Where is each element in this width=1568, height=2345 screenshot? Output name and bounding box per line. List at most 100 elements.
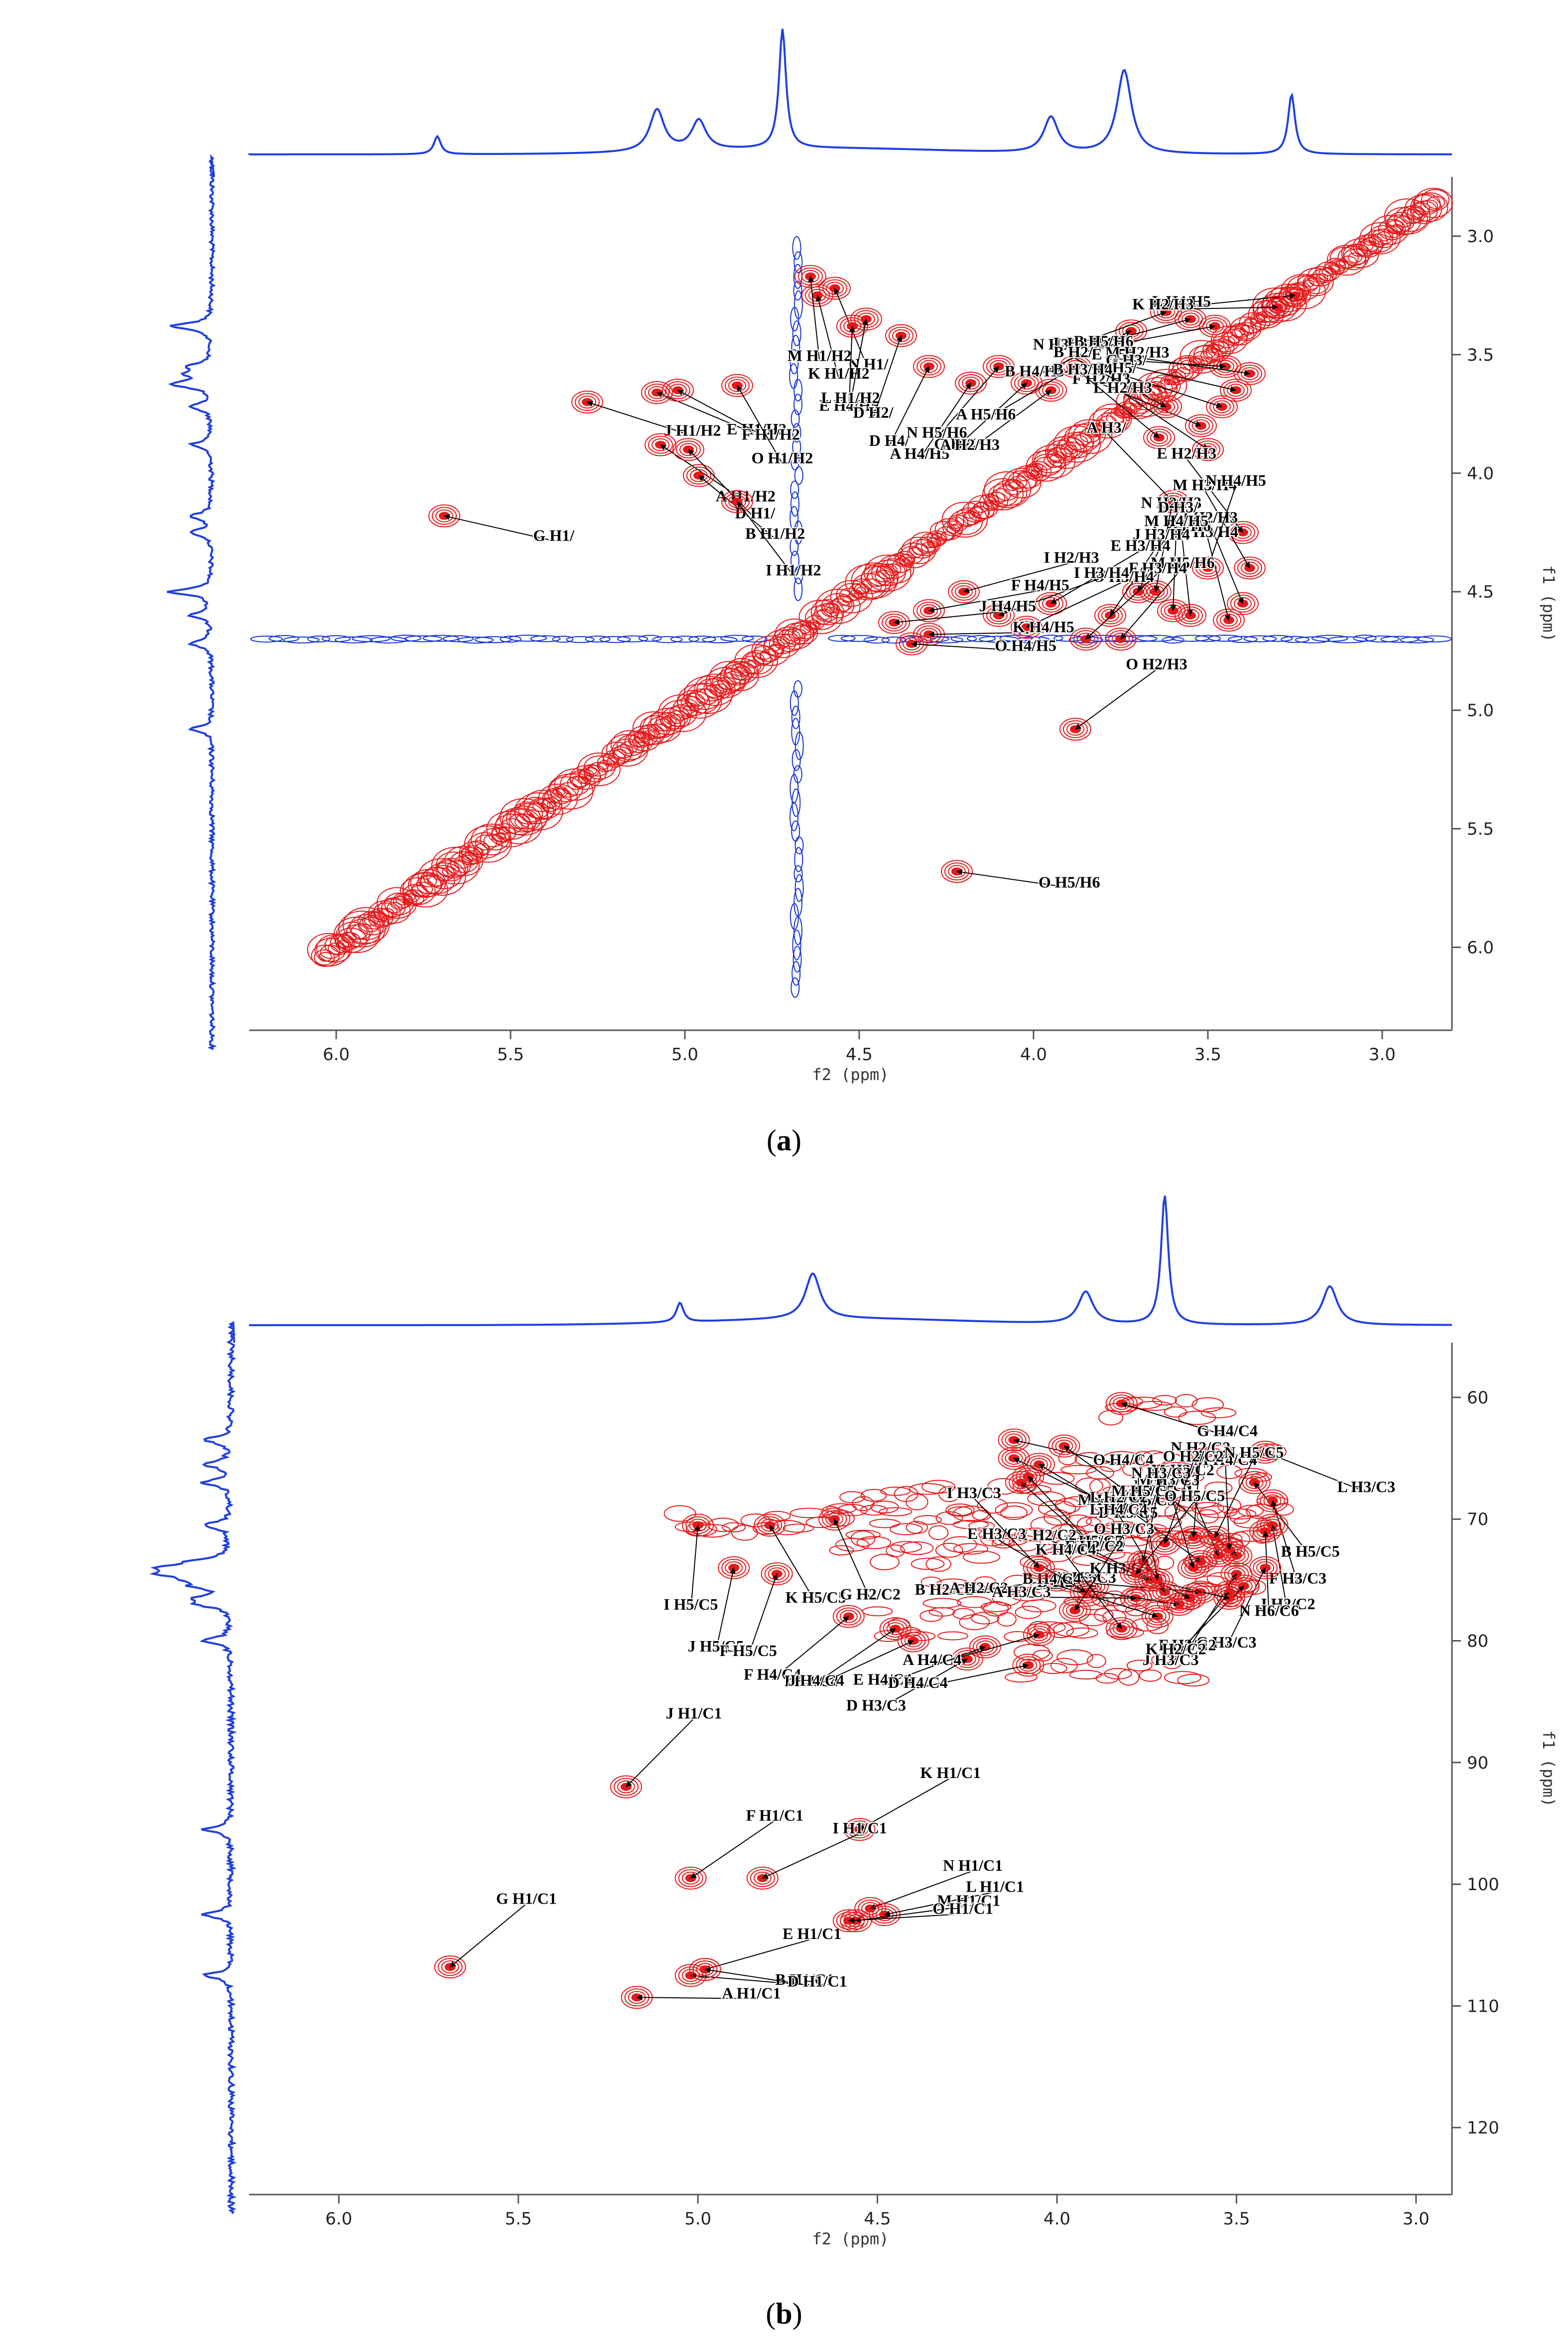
peak-arrow <box>1170 1591 1230 1665</box>
diagonal-contour <box>502 809 537 835</box>
diagonal-contour <box>1261 292 1295 318</box>
top-projection <box>248 28 1452 155</box>
band-contour <box>1118 1669 1140 1686</box>
diagonal-contour <box>798 599 843 634</box>
band-contour <box>1196 1509 1219 1524</box>
diagonal-contour <box>1385 220 1404 235</box>
diagonal-contour <box>1002 468 1042 499</box>
peak-label: N H2/C2 <box>1171 1438 1230 1456</box>
negative-contour <box>794 847 803 872</box>
cross-peak <box>1016 1467 1041 1486</box>
negative-contour <box>881 636 907 644</box>
diagonal-contour <box>1044 453 1064 468</box>
diagonal-contour <box>486 811 533 847</box>
diagonal-contour <box>1363 237 1376 246</box>
diagonal-contour <box>523 790 563 820</box>
cross-peak <box>1192 438 1224 461</box>
diagonal-contour <box>603 750 626 768</box>
cross-peak <box>1063 720 1088 738</box>
diagonal-contour <box>929 521 956 542</box>
band-contour <box>906 1520 928 1534</box>
peak-arrow <box>1118 1502 1201 1562</box>
diagonal-contour <box>848 583 869 599</box>
cross-peak <box>1237 364 1262 383</box>
diagonal-contour <box>1324 258 1346 276</box>
peak-arrow <box>873 335 903 418</box>
cross-peak <box>1184 1530 1202 1544</box>
cross-peak <box>1023 1623 1055 1647</box>
peak-label: B H2/ <box>1053 343 1093 361</box>
y-tick-label: 60 <box>1467 1388 1488 1408</box>
cross-peak <box>913 599 945 622</box>
cross-peak <box>1209 355 1241 378</box>
cross-peak <box>1141 1605 1174 1628</box>
cross-peak <box>1105 627 1137 651</box>
peak-label: A H3/C3 <box>992 1583 1051 1601</box>
cross-peak <box>1005 1433 1023 1447</box>
band-contour <box>968 1520 995 1531</box>
peak-arrow <box>944 1577 1058 1596</box>
cross-peak <box>432 507 457 525</box>
cross-peak <box>1260 1516 1285 1534</box>
peak-label: O H5/H6 <box>1039 873 1100 891</box>
negative-contour <box>617 635 649 643</box>
band-contour <box>938 1486 960 1503</box>
cross-peak <box>1059 717 1091 741</box>
cross-peak <box>850 307 882 331</box>
diagonal-contour <box>314 949 335 966</box>
cross-peak <box>725 376 750 395</box>
peak-label: E H1/H2 <box>727 420 786 438</box>
peak-arrow <box>1028 1476 1094 1547</box>
peak-arrow <box>893 610 1008 625</box>
peak-label: D H4/ <box>869 431 910 449</box>
band-contour <box>978 1529 1007 1541</box>
cross-peak <box>652 438 669 451</box>
cross-peak <box>885 616 903 629</box>
diagonal-contour <box>1032 444 1076 479</box>
band-contour <box>957 1596 992 1608</box>
peak-arrow <box>1270 1524 1288 1610</box>
cross-peak <box>764 1565 789 1583</box>
cross-peak <box>1223 381 1248 400</box>
y-tick-label: 3.0 <box>1467 227 1494 247</box>
negative-contour <box>702 636 738 644</box>
negative-contour <box>1227 636 1258 643</box>
negative-contour <box>793 865 803 883</box>
band-contour <box>943 1536 977 1553</box>
negative-contour <box>790 480 799 499</box>
diagonal-contour <box>1386 214 1411 234</box>
negative-contour <box>442 635 474 643</box>
cross-peak-layer: O H4/C4G H4/C4L H3/C3M H6/C6D H5/C5A H5/… <box>434 1392 1396 2009</box>
band-contour <box>928 1607 956 1617</box>
diagonal-contour <box>381 898 406 918</box>
band-contour <box>925 1556 951 1572</box>
negative-contour <box>794 566 803 584</box>
cross-peak <box>1148 1610 1167 1623</box>
peak-label: M H1/C1 <box>937 1892 1000 1910</box>
band-contour <box>983 1601 1009 1617</box>
peak-label: N H1/C1 <box>943 1856 1003 1874</box>
y-tick-label: 110 <box>1467 1996 1499 2016</box>
peak-label: I H5/C5 <box>663 1595 718 1613</box>
y-tick-label: 3.5 <box>1467 345 1494 365</box>
cross-peak <box>794 265 826 288</box>
peak-arrow <box>998 577 1102 617</box>
peak-arrow <box>1121 1402 1228 1437</box>
cross-peak <box>1109 1620 1134 1638</box>
band-contour <box>947 1506 972 1517</box>
peak-label: N H4/H5 <box>1205 471 1266 489</box>
cross-peak <box>1105 1617 1138 1641</box>
cross-peak <box>990 609 1008 622</box>
negative-contour <box>790 410 800 428</box>
peak-label: B H4/C4 <box>1022 1569 1081 1587</box>
peak-label: N H5/H6 <box>907 423 967 441</box>
peak-label: E H5/ <box>1091 345 1131 363</box>
band-contour <box>1060 1465 1097 1475</box>
peak-arrow <box>772 1616 849 1680</box>
diagonal-contour <box>686 683 722 710</box>
cross-peak <box>1108 630 1133 648</box>
band-contour <box>1039 1662 1067 1674</box>
peak-arrow <box>626 1718 694 1788</box>
x-tick-label: 5.0 <box>671 1045 698 1065</box>
cross-peak <box>689 1518 707 1532</box>
